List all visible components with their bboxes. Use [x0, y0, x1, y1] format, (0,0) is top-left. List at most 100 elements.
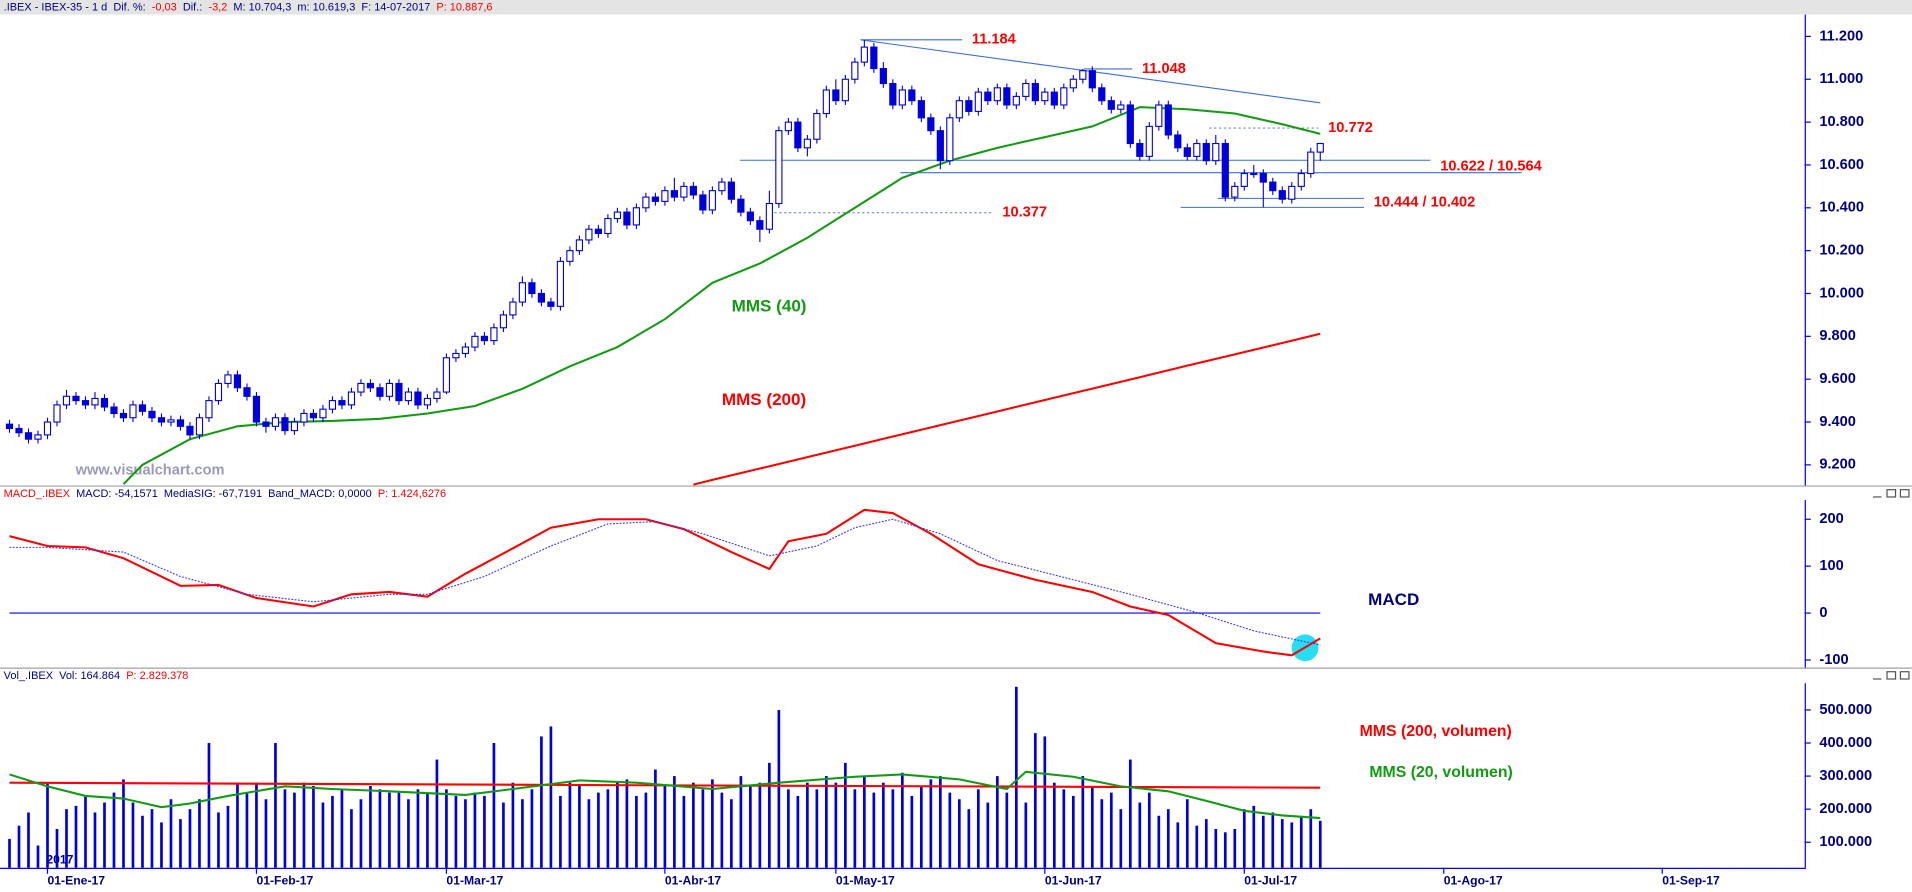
volume-bar	[1252, 805, 1256, 868]
volume-bar	[1309, 809, 1313, 868]
candle-body	[1231, 185, 1239, 198]
y-tick-label: 400.000	[1819, 735, 1872, 751]
candle-body	[1259, 172, 1267, 183]
close-button[interactable]	[1899, 489, 1910, 498]
volume-bar	[340, 789, 344, 868]
x-tick-label: 01-Sep-17	[1662, 873, 1720, 887]
candle-body	[727, 181, 735, 200]
candle-body	[1003, 87, 1011, 106]
volume-bar	[1138, 802, 1142, 868]
candle-body	[176, 419, 185, 427]
volume-bar	[644, 792, 648, 868]
volume-bar	[777, 709, 781, 868]
volume-bar	[1318, 820, 1322, 868]
volume-bar	[207, 743, 211, 868]
volume-bar	[910, 795, 914, 868]
maximize-button[interactable]	[1886, 489, 1897, 498]
candle-body	[993, 87, 1001, 102]
x-tick-label: 01-May-17	[836, 873, 895, 887]
volume-bar	[834, 782, 838, 868]
volume-bar	[141, 815, 144, 868]
volume-bar	[796, 795, 800, 868]
volume-bar	[663, 786, 667, 868]
candle-body	[908, 89, 916, 102]
volume-bar	[616, 782, 619, 868]
volume-bar	[492, 743, 496, 868]
candle-body	[338, 400, 346, 406]
candle-body	[803, 138, 811, 149]
candle-body	[1050, 91, 1058, 106]
candle-body	[309, 412, 318, 419]
y-tick-label: 10.000	[1819, 285, 1864, 301]
volume-bar	[255, 782, 258, 868]
candle-body	[765, 202, 773, 230]
volume-bar	[226, 805, 230, 868]
volume-bar	[264, 799, 268, 868]
level-label: 11.048	[1142, 61, 1186, 77]
y-tick-label: 10.600	[1819, 157, 1864, 173]
close-button[interactable]	[1899, 671, 1910, 680]
volume-bar	[1005, 792, 1009, 868]
candle-body	[518, 282, 527, 303]
y-tick-label: 10.200	[1819, 243, 1864, 259]
candle-body	[366, 382, 375, 389]
header-part: Dif.:	[183, 1, 202, 13]
volume-bar	[901, 772, 904, 868]
volume-bar	[1081, 776, 1085, 868]
x-tick-label: 01-Abr-17	[665, 873, 721, 887]
volume-bar	[388, 792, 391, 868]
candle-body	[404, 391, 413, 402]
candle-body	[442, 357, 451, 393]
candle-body	[1012, 95, 1020, 106]
volume-bar	[682, 795, 686, 868]
candle-body	[148, 410, 156, 419]
candle-body	[889, 82, 897, 106]
candle-body	[1174, 134, 1182, 149]
volume-bar	[511, 782, 515, 868]
candle-body	[167, 419, 175, 423]
volume-bar	[454, 795, 458, 868]
candle-body	[1079, 70, 1087, 80]
series-label: MACD	[1368, 590, 1419, 609]
y-tick-label: 9.600	[1819, 371, 1856, 387]
candle-body	[452, 352, 460, 359]
candle-body	[623, 211, 631, 226]
volume-bar	[986, 802, 990, 868]
volume-bar	[720, 792, 724, 868]
candle-body	[613, 211, 621, 220]
candle-body	[1278, 190, 1286, 200]
y-tick-label: 11.200	[1819, 28, 1863, 44]
volume-bar	[1100, 799, 1104, 868]
y-tick-label: 200	[1819, 511, 1843, 527]
x-tick-label: 01-Jun-17	[1045, 873, 1102, 887]
panel-buttons[interactable]	[1872, 489, 1910, 680]
y-tick-label: -100	[1819, 652, 1848, 668]
candle-body	[490, 327, 498, 342]
candle-body	[1022, 82, 1030, 97]
candle-body	[1297, 172, 1305, 187]
candle-body	[461, 346, 470, 355]
candle-body	[974, 91, 982, 112]
line-series	[9, 518, 1321, 646]
watermark: www.visualchart.com	[75, 463, 225, 479]
candle-body	[5, 423, 14, 430]
volume-bar	[46, 782, 49, 868]
volume-bar	[350, 809, 353, 868]
candle-body	[794, 121, 802, 149]
x-tick-label: 01-Ene-17	[47, 873, 105, 887]
candle-body	[870, 46, 878, 70]
candle-body	[547, 301, 555, 307]
volume-bar	[217, 812, 220, 868]
candle-body	[1117, 104, 1125, 110]
volume-bar	[1233, 829, 1237, 868]
candle-body	[537, 292, 546, 303]
volume-bar	[587, 799, 591, 868]
volume-bar	[995, 776, 999, 868]
volume-bar	[1204, 819, 1208, 868]
volume-bar	[103, 802, 106, 868]
volume-bar	[36, 845, 40, 868]
candle-body	[157, 417, 166, 423]
maximize-button[interactable]	[1886, 671, 1897, 680]
line-series	[9, 508, 1321, 657]
y-tick-label: 10.800	[1819, 114, 1864, 130]
